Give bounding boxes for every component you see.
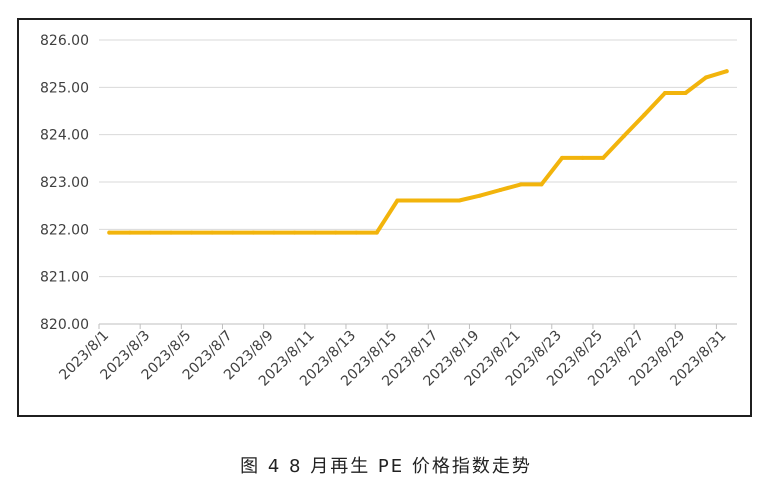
data-point xyxy=(642,112,647,117)
data-point xyxy=(457,198,462,203)
data-point xyxy=(333,230,338,235)
series-line xyxy=(107,69,729,235)
data-point xyxy=(189,230,194,235)
data-point xyxy=(477,193,482,198)
figure-caption: 图 4 8 月再生 PE 价格指数走势 xyxy=(240,456,532,477)
data-point xyxy=(662,91,667,96)
data-point xyxy=(210,230,215,235)
data-point xyxy=(724,69,729,74)
data-point xyxy=(271,230,276,235)
data-point xyxy=(292,230,297,235)
y-tick-label: 822.00 xyxy=(40,222,89,238)
data-point xyxy=(704,75,709,80)
data-point xyxy=(127,230,132,235)
data-point xyxy=(148,230,153,235)
data-point xyxy=(539,182,544,187)
data-point xyxy=(107,230,112,235)
y-tick-label: 825.00 xyxy=(40,80,89,96)
data-point xyxy=(374,230,379,235)
data-point xyxy=(518,182,523,187)
data-point xyxy=(230,230,235,235)
data-point xyxy=(580,155,585,160)
data-point xyxy=(601,155,606,160)
data-point xyxy=(251,230,256,235)
data-point xyxy=(416,198,420,203)
data-point xyxy=(683,91,688,96)
data-point xyxy=(560,155,565,160)
data-point xyxy=(354,230,359,235)
y-tick-label: 823.00 xyxy=(40,175,89,191)
chart-frame: 820.00 821.00 822.00 823.00 824.00 825.00 826.… xyxy=(17,18,752,417)
y-tick-label: 820.00 xyxy=(40,317,89,333)
y-tick-label: 821.00 xyxy=(40,270,89,286)
y-tick-label: 824.00 xyxy=(40,128,89,144)
line-chart: 820.00 821.00 822.00 823.00 824.00 825.00 826.… xyxy=(40,33,737,390)
y-tick-label: 826.00 xyxy=(40,33,89,49)
data-point xyxy=(498,188,503,193)
data-point xyxy=(395,198,400,203)
data-point xyxy=(313,230,318,235)
data-point xyxy=(169,230,174,235)
data-point xyxy=(436,198,441,203)
data-point xyxy=(621,134,626,139)
